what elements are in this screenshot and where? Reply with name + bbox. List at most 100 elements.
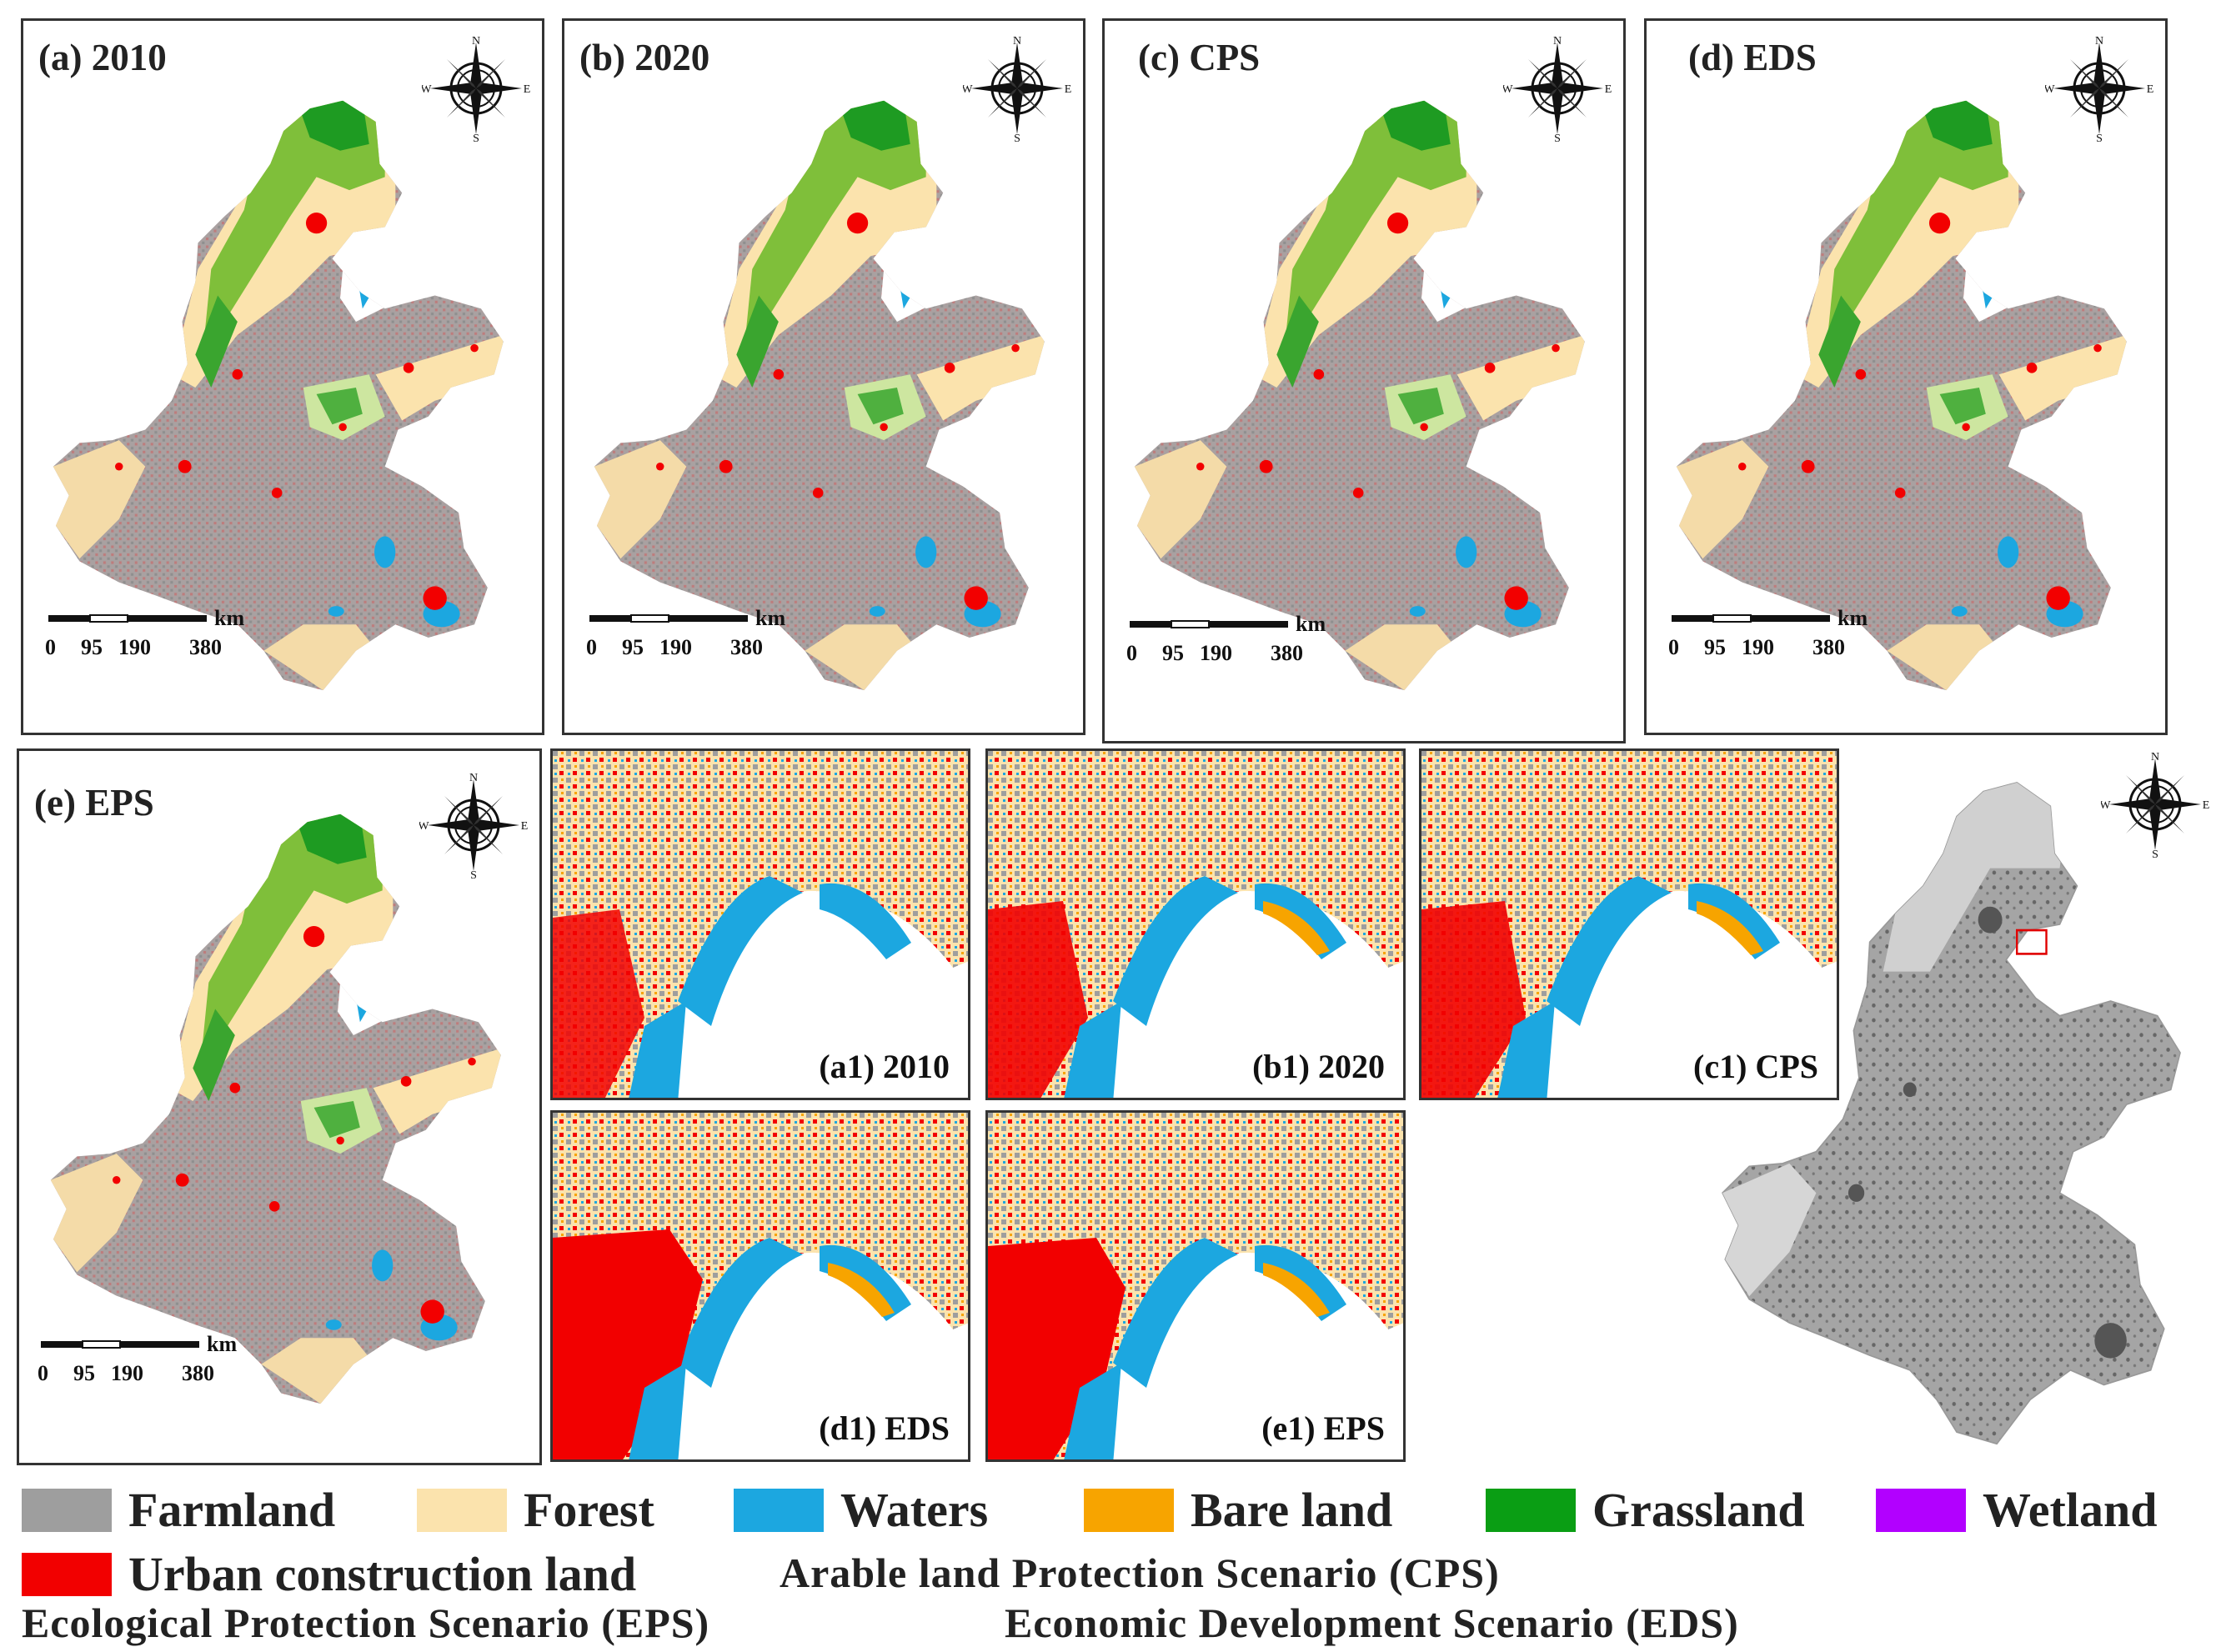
svg-text:0: 0 [38, 1361, 48, 1385]
legend-swatch [1084, 1488, 1174, 1532]
legend-item-forest: Forest [417, 1482, 654, 1538]
svg-text:W: W [419, 820, 429, 833]
legend-item-wetland: Wetland [1876, 1482, 2158, 1538]
compass-icon: N S E W [422, 34, 530, 143]
svg-text:km: km [755, 608, 785, 630]
inset-label: (b1) 2020 [1252, 1048, 1385, 1085]
inset-label: (a1) 2010 [819, 1048, 950, 1085]
svg-text:190: 190 [111, 1361, 143, 1385]
svg-text:W: W [1503, 83, 1513, 96]
compass-icon: N S E W [2101, 750, 2209, 859]
svg-text:190: 190 [1200, 641, 1232, 665]
svg-text:95: 95 [73, 1361, 95, 1385]
panel-title: (b) 2020 [579, 37, 710, 78]
region-map [38, 784, 538, 1418]
svg-text:N: N [1013, 35, 1021, 48]
svg-text:95: 95 [622, 635, 644, 659]
svg-text:380: 380 [189, 635, 222, 659]
svg-text:E: E [2203, 799, 2209, 812]
svg-text:190: 190 [118, 635, 151, 659]
svg-text:km: km [207, 1334, 237, 1356]
panel-title: (e) EPS [34, 782, 154, 823]
map-panel-d: (d) EDS N S E W km 0 95 190 380 [1644, 18, 2168, 735]
inset-label: (d1) EDS [819, 1409, 950, 1447]
legend-swatch [22, 1552, 112, 1596]
svg-text:380: 380 [1271, 641, 1303, 665]
legend-label: Urban construction land [128, 1547, 637, 1601]
legend-label: Bare land [1191, 1483, 1393, 1537]
svg-text:380: 380 [182, 1361, 214, 1385]
scale-bar: km 0 95 190 380 [584, 608, 801, 667]
legend-swatch [1486, 1488, 1576, 1532]
inset-map-d1: (d1) EDS [550, 1110, 970, 1462]
svg-text:E: E [524, 83, 530, 96]
legend-item-grassland: Grassland [1486, 1482, 1805, 1538]
legend-item-waters: Waters [734, 1482, 988, 1538]
svg-text:0: 0 [45, 635, 56, 659]
scenario-note-eps: Ecological Protection Scenario (EPS) [22, 1599, 710, 1646]
inset-label: (e1) EPS [1261, 1409, 1385, 1447]
svg-text:95: 95 [81, 635, 103, 659]
svg-text:190: 190 [659, 635, 692, 659]
svg-text:km: km [1837, 608, 1868, 630]
scale-bar: km 0 95 190 380 [1125, 614, 1341, 673]
legend-label: Forest [524, 1483, 654, 1537]
svg-text:W: W [2101, 799, 2111, 812]
scale-bar: km 0 95 190 380 [43, 608, 260, 667]
svg-text:380: 380 [1812, 635, 1845, 659]
scale-bar: km 0 95 190 380 [36, 1334, 253, 1393]
compass-icon: N S E W [1503, 34, 1612, 143]
inset-map-a1: (a1) 2010 [550, 748, 970, 1100]
svg-text:S: S [1554, 133, 1561, 143]
svg-text:S: S [2096, 133, 2103, 143]
legend-label: Grassland [1592, 1483, 1805, 1537]
legend-label: Farmland [128, 1483, 336, 1537]
svg-text:0: 0 [1126, 641, 1137, 665]
compass-icon: N S E W [2045, 34, 2153, 143]
scenario-note-cps: Arable land Protection Scenario (CPS) [780, 1549, 1500, 1596]
legend-label: Waters [840, 1483, 989, 1537]
legend-swatch [1876, 1488, 1966, 1532]
svg-text:S: S [1014, 133, 1020, 143]
svg-text:N: N [472, 35, 480, 48]
svg-text:S: S [470, 869, 477, 879]
svg-text:E: E [521, 820, 528, 833]
legend-swatch [22, 1488, 112, 1532]
map-panel-a: (a) 2010 N S E W km 0 95 190 380 [21, 18, 544, 735]
svg-text:N: N [2151, 751, 2159, 763]
scale-bar: km 0 95 190 380 [1667, 608, 1883, 667]
compass-icon: N S E W [419, 771, 528, 879]
legend-swatch [734, 1488, 824, 1532]
svg-text:W: W [422, 83, 432, 96]
legend-swatch [417, 1488, 507, 1532]
region-map [1121, 71, 1622, 704]
inset-map-b1: (b1) 2020 [985, 748, 1406, 1100]
map-panel-c: (c) CPS N S E W km 0 95 190 380 [1102, 18, 1626, 743]
panel-title: (d) EDS [1688, 37, 1817, 78]
legend-item-farmland: Farmland [22, 1482, 335, 1538]
map-panel-b: (b) 2020 N S E W km 0 95 190 380 [562, 18, 1085, 735]
svg-text:S: S [2152, 849, 2158, 859]
svg-text:E: E [2147, 83, 2153, 96]
svg-text:0: 0 [1668, 635, 1679, 659]
legend-label: Wetland [1983, 1483, 2158, 1537]
svg-text:190: 190 [1742, 635, 1774, 659]
svg-text:N: N [469, 772, 478, 784]
locator-map: N S E W [1709, 750, 2218, 1459]
svg-text:S: S [473, 133, 479, 143]
svg-text:N: N [2095, 35, 2103, 48]
map-panel-e: (e) EPS N S E W km 0 95 190 380 [17, 748, 542, 1465]
panel-title: (a) 2010 [38, 37, 167, 78]
legend-item-bare-land: Bare land [1084, 1482, 1392, 1538]
svg-text:95: 95 [1162, 641, 1184, 665]
legend-item-urban-construction-land: Urban construction land [22, 1546, 636, 1602]
svg-text:E: E [1065, 83, 1071, 96]
svg-text:km: km [1296, 614, 1326, 636]
svg-text:W: W [2045, 83, 2055, 96]
inset-map-c1: (c1) CPS [1419, 748, 1839, 1100]
svg-text:N: N [1553, 35, 1562, 48]
svg-text:95: 95 [1704, 635, 1726, 659]
svg-text:W: W [963, 83, 973, 96]
svg-text:380: 380 [730, 635, 763, 659]
inset-label: (c1) CPS [1693, 1048, 1818, 1085]
